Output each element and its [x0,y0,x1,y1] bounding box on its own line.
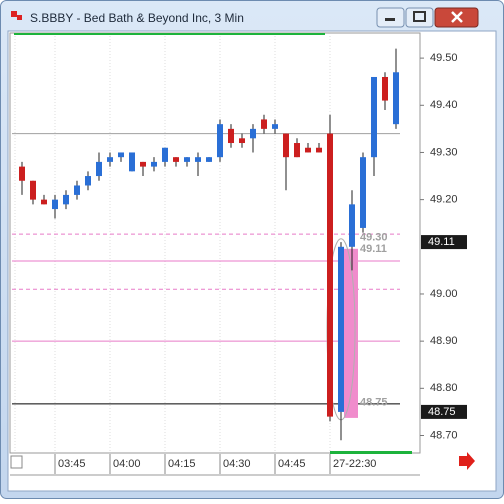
x-tick-label: 03:45 [58,458,86,470]
maximize-icon [413,11,426,22]
y-tick-label: 49.30 [430,146,458,158]
price-marker-box [421,235,467,250]
scroll-right-arrow[interactable] [459,452,475,470]
minimize-button[interactable] [376,7,405,28]
plot-area [9,32,421,454]
y-tick-label: 49.20 [430,194,458,206]
close-icon [451,11,463,23]
candle-body [393,72,399,125]
y-tick-label: 48.80 [430,382,458,394]
candle-body [74,185,80,195]
candle-body [228,128,234,144]
price-marker-label: 49.11 [428,236,455,248]
y-tick-label: 48.70 [430,429,458,441]
annotation: 48.75 [360,396,388,408]
annotation: 49.30 [360,231,388,243]
candle-body [63,194,69,205]
scroll-corner[interactable] [10,455,23,469]
candle-body [338,246,344,412]
candle-body [118,152,124,158]
price-marker-box [421,404,467,419]
x-tick-label: 04:45 [278,458,306,470]
candle-body [19,166,25,181]
candle-body [217,124,223,158]
candle-body [371,76,377,158]
x-tick-label: 27-22:30 [333,458,376,470]
maximize-button[interactable] [405,7,434,28]
x-tick-label: 04:30 [223,458,251,470]
candle-body [261,119,267,129]
y-tick-label: 49.40 [430,99,458,111]
candle-body [206,157,212,162]
candle-body [30,180,36,200]
candle-body [239,138,245,144]
candle-body [184,157,190,162]
y-tick-label: 49.00 [430,288,458,300]
candle-body [52,199,58,210]
x-tick-label: 04:00 [113,458,141,470]
candle-body [316,147,322,153]
candle-body [360,157,366,228]
candle-body [294,143,300,158]
candle-body [107,157,113,162]
candle-body [41,199,47,205]
candle-body [305,147,311,153]
annotation: 49.11 [360,243,387,255]
app-icon [17,15,22,20]
candle-body [96,161,102,177]
candle-body [382,76,388,101]
candle-body [151,161,157,167]
highlight-box [344,248,358,418]
candle-body [195,157,201,162]
candle-body [349,204,355,247]
candle-body [129,152,135,172]
candle-body [140,161,146,167]
price-marker-label: 48.75 [428,406,456,418]
candle-body [283,133,289,158]
window-title: S.BBBY - Bed Bath & Beyond Inc, 3 Min [30,11,244,25]
minimize-icon [385,18,395,21]
candle-body [250,128,256,139]
candle-body [162,147,168,162]
y-tick-label: 49.50 [430,52,458,64]
session-bar [330,451,412,454]
y-tick-label: 48.90 [430,335,458,347]
app-icon [11,11,17,17]
candle-body [327,133,333,417]
candle-body [85,176,91,186]
session-bar [14,33,325,35]
candle-body [272,124,278,129]
x-tick-label: 04:15 [168,458,196,470]
candle-body [173,157,179,162]
